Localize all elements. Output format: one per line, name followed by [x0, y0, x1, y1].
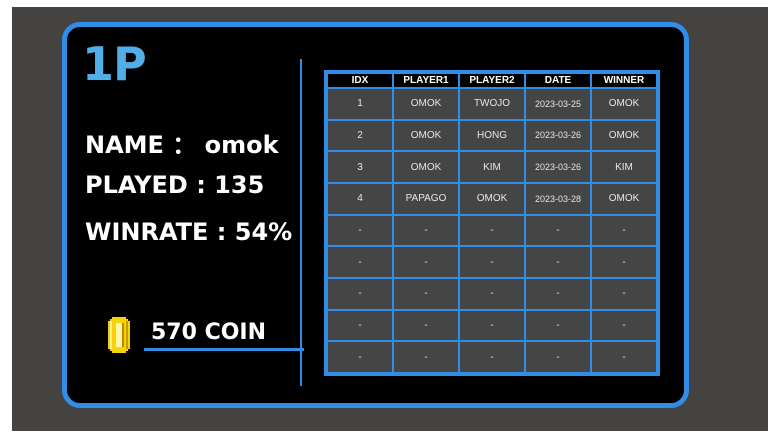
cell-date: 2023-03-26 — [526, 152, 590, 182]
cell-player2: HONG — [460, 120, 524, 151]
header-idx: IDX — [328, 74, 392, 87]
player-title: 1P — [82, 37, 147, 91]
cell-player2: KIM — [460, 152, 524, 182]
cell-player2: - — [460, 215, 524, 246]
coin-icon — [104, 315, 134, 355]
cell-date: - — [526, 215, 590, 246]
cell-idx: - — [328, 278, 392, 309]
cell-player1: - — [394, 310, 458, 341]
cell-player1: - — [394, 278, 458, 309]
cell-winner: OMOK — [592, 183, 656, 214]
cell-player1: OMOK — [394, 120, 458, 151]
table-header-row: IDX PLAYER1 PLAYER2 DATE WINNER — [328, 74, 656, 87]
table-row: - - - - - — [328, 342, 656, 372]
cell-winner: - — [592, 342, 656, 372]
cell-date: - — [526, 310, 590, 341]
cell-date: 2023-03-28 — [526, 183, 590, 214]
table-row: 1 OMOK TWOJO 2023-03-25 OMOK — [328, 89, 656, 119]
coin-underline — [144, 348, 304, 351]
cell-idx: 2 — [328, 120, 392, 151]
cell-date: - — [526, 342, 590, 372]
cell-idx: - — [328, 247, 392, 277]
header-winner: WINNER — [592, 74, 656, 87]
cell-idx: 4 — [328, 183, 392, 214]
cell-idx: 1 — [328, 89, 392, 119]
cell-player1: - — [394, 342, 458, 372]
table-row: 4 PAPAGO OMOK 2023-03-28 OMOK — [328, 183, 656, 214]
player-card: 1P NAME ： omok PLAYED : 135 WINRATE : 54… — [62, 22, 689, 408]
cell-player2: - — [460, 247, 524, 277]
cell-idx: - — [328, 215, 392, 246]
table-row: - - - - - — [328, 215, 656, 246]
vertical-divider — [300, 59, 302, 386]
header-player1: PLAYER1 — [394, 74, 458, 87]
cell-date: - — [526, 247, 590, 277]
header-date: DATE — [526, 74, 590, 87]
table-row: 2 OMOK HONG 2023-03-26 OMOK — [328, 120, 656, 151]
cell-date: - — [526, 278, 590, 309]
cell-winner: - — [592, 278, 656, 309]
cell-player2: - — [460, 310, 524, 341]
cell-player1: PAPAGO — [394, 183, 458, 214]
table-row: 3 OMOK KIM 2023-03-26 KIM — [328, 152, 656, 182]
cell-player1: OMOK — [394, 152, 458, 182]
cell-player2: - — [460, 278, 524, 309]
cell-player1: - — [394, 215, 458, 246]
win-rate: WINRATE : 54% — [85, 218, 293, 246]
cell-player2: TWOJO — [460, 89, 524, 119]
player-name: NAME ： omok — [85, 131, 279, 159]
cell-winner: - — [592, 215, 656, 246]
cell-date: 2023-03-25 — [526, 89, 590, 119]
table-row: - - - - - — [328, 278, 656, 309]
header-player2: PLAYER2 — [460, 74, 524, 87]
cell-winner: OMOK — [592, 89, 656, 119]
table-row: - - - - - — [328, 247, 656, 277]
cell-idx: - — [328, 342, 392, 372]
cell-winner: - — [592, 310, 656, 341]
coin-balance: 570 COIN — [151, 320, 267, 345]
stage-background: 1P NAME ： omok PLAYED : 135 WINRATE : 54… — [12, 7, 768, 431]
cell-winner: - — [592, 247, 656, 277]
cell-winner: OMOK — [592, 120, 656, 151]
cell-player2: OMOK — [460, 183, 524, 214]
cell-player2: - — [460, 342, 524, 372]
cell-idx: - — [328, 310, 392, 341]
cell-idx: 3 — [328, 152, 392, 182]
table-row: - - - - - — [328, 310, 656, 341]
match-history-table: IDX PLAYER1 PLAYER2 DATE WINNER 1 OMOK T… — [324, 70, 660, 376]
cell-date: 2023-03-26 — [526, 120, 590, 151]
played-count: PLAYED : 135 — [85, 171, 265, 199]
cell-winner: KIM — [592, 152, 656, 182]
cell-player1: OMOK — [394, 89, 458, 119]
cell-player1: - — [394, 247, 458, 277]
